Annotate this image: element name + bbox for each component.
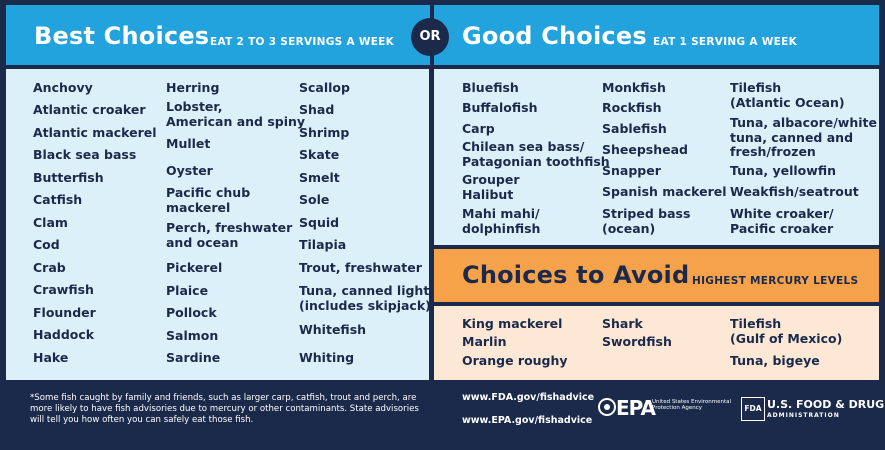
fish-item: Grouper bbox=[462, 172, 520, 187]
fish-item: Whiting bbox=[299, 350, 355, 365]
fish-item: Sole bbox=[299, 192, 330, 207]
fish-item: Marlin bbox=[462, 334, 507, 349]
fish-item: Mahi mahi/dolphinfish bbox=[462, 206, 541, 236]
fish-item: Sardine bbox=[166, 350, 221, 365]
good-choices-header bbox=[434, 5, 879, 65]
fish-item: Pollock bbox=[166, 305, 217, 320]
fish-item: Striped bass (ocean) bbox=[602, 206, 691, 236]
fish-item: Perch, freshwater and ocean bbox=[166, 220, 293, 250]
fish-item: Black sea bass bbox=[33, 147, 137, 162]
fish-item: Butterfish bbox=[33, 170, 104, 185]
fish-item: Spanish mackerel bbox=[602, 184, 727, 199]
choices-to-avoid-panel bbox=[434, 306, 879, 380]
fish-item: Buffalofish bbox=[462, 100, 538, 115]
fish-item: Whitefish bbox=[299, 322, 367, 337]
fish-item: Rockfish bbox=[602, 100, 662, 115]
fish-item: Swordfish bbox=[602, 334, 672, 349]
fish-item: Monkfish bbox=[602, 80, 666, 95]
fda-logo-subtitle: ADMINISTRATION bbox=[767, 412, 840, 419]
fish-item: Catfish bbox=[33, 192, 83, 207]
fish-item: Tuna, bigeye bbox=[730, 353, 820, 368]
good-choices-subtitle: EAT 1 SERVING A WEEK bbox=[653, 36, 798, 48]
avoid-subtitle: HIGHEST MERCURY LEVELS bbox=[692, 275, 859, 287]
fish-item: Atlantic croaker bbox=[33, 102, 146, 117]
best-choices-subtitle: EAT 2 TO 3 SERVINGS A WEEK bbox=[210, 36, 395, 48]
fish-item: Weakfish/seatrout bbox=[730, 184, 859, 199]
fish-item: Atlantic mackerel bbox=[33, 125, 157, 140]
fish-item: Trout, freshwater bbox=[299, 260, 422, 275]
fish-item: Pacific chub mackerel bbox=[166, 185, 251, 215]
best-choices-title: Best Choices bbox=[34, 22, 210, 50]
fish-item: Lobster, American and spiny bbox=[166, 99, 306, 129]
fish-item: Squid bbox=[299, 215, 340, 230]
footnote: *Some fish caught by family and friends,… bbox=[30, 393, 419, 425]
fish-item: Chilean sea bass/Patagonian toothfish bbox=[462, 139, 610, 169]
fish-item: Orange roughy bbox=[462, 353, 568, 368]
fish-item: Flounder bbox=[33, 305, 96, 320]
fish-item: Shark bbox=[602, 316, 643, 331]
avoid-title: Choices to Avoid bbox=[462, 261, 690, 289]
fish-item: Skate bbox=[299, 147, 340, 162]
best-choices-header bbox=[6, 5, 430, 65]
epa-wordmark: EPA bbox=[616, 396, 656, 420]
fish-item: Halibut bbox=[462, 187, 514, 202]
fish-item: Tilefish (Gulf of Mexico) bbox=[730, 316, 843, 346]
epa-fishadvice-link[interactable]: www.EPA.gov/fishadvice bbox=[462, 415, 593, 426]
fish-item: Shad bbox=[299, 102, 335, 117]
fish-item: Crawfish bbox=[33, 282, 94, 297]
fish-item: Tuna, yellowfin bbox=[730, 163, 836, 178]
fish-item: Pickerel bbox=[166, 260, 223, 275]
fish-item: Crab bbox=[33, 260, 66, 275]
fda-logo-icon: FDA bbox=[741, 397, 765, 421]
fish-item: Scallop bbox=[299, 80, 350, 95]
fda-fishadvice-link[interactable]: www.FDA.gov/fishadvice bbox=[462, 392, 595, 403]
fish-item: Tuna, canned light (includes skipjack) bbox=[299, 283, 431, 313]
best-choices-panel bbox=[6, 69, 429, 380]
fish-item: Haddock bbox=[33, 327, 95, 342]
fda-logo-title: U.S. FOOD & DRUG bbox=[767, 398, 885, 411]
fish-item: Sheepshead bbox=[602, 142, 689, 157]
or-badge: OR bbox=[411, 18, 449, 56]
choices-to-avoid-header bbox=[434, 249, 879, 302]
fish-item: Oyster bbox=[166, 163, 213, 178]
fish-item: Shrimp bbox=[299, 125, 350, 140]
fish-item: Smelt bbox=[299, 170, 340, 185]
good-choices-title: Good Choices bbox=[462, 22, 647, 50]
fish-item: Anchovy bbox=[33, 80, 93, 95]
fish-item: Herring bbox=[166, 80, 220, 95]
fish-item: Sablefish bbox=[602, 121, 667, 136]
fish-item: Tilapia bbox=[299, 237, 347, 252]
fish-item: White croaker/Pacific croaker bbox=[730, 206, 834, 236]
epa-agency-name: United States Environmental Protection A… bbox=[652, 399, 732, 411]
fish-item: King mackerel bbox=[462, 316, 563, 331]
good-choices-panel bbox=[434, 69, 879, 245]
fish-item: Cod bbox=[33, 237, 60, 252]
fish-item: Tuna, albacore/white tuna, canned and fres… bbox=[730, 115, 877, 159]
fish-item: Plaice bbox=[166, 283, 209, 298]
fish-item: Bluefish bbox=[462, 80, 519, 95]
fish-item: Salmon bbox=[166, 328, 219, 343]
fish-item: Tilefish (Atlantic Ocean) bbox=[730, 80, 845, 110]
fish-item: Hake bbox=[33, 350, 69, 365]
fish-item: Mullet bbox=[166, 136, 211, 151]
fish-item: Carp bbox=[462, 121, 495, 136]
fish-item: Clam bbox=[33, 215, 68, 230]
fish-item: Snapper bbox=[602, 163, 661, 178]
epa-flower-icon bbox=[598, 398, 616, 416]
